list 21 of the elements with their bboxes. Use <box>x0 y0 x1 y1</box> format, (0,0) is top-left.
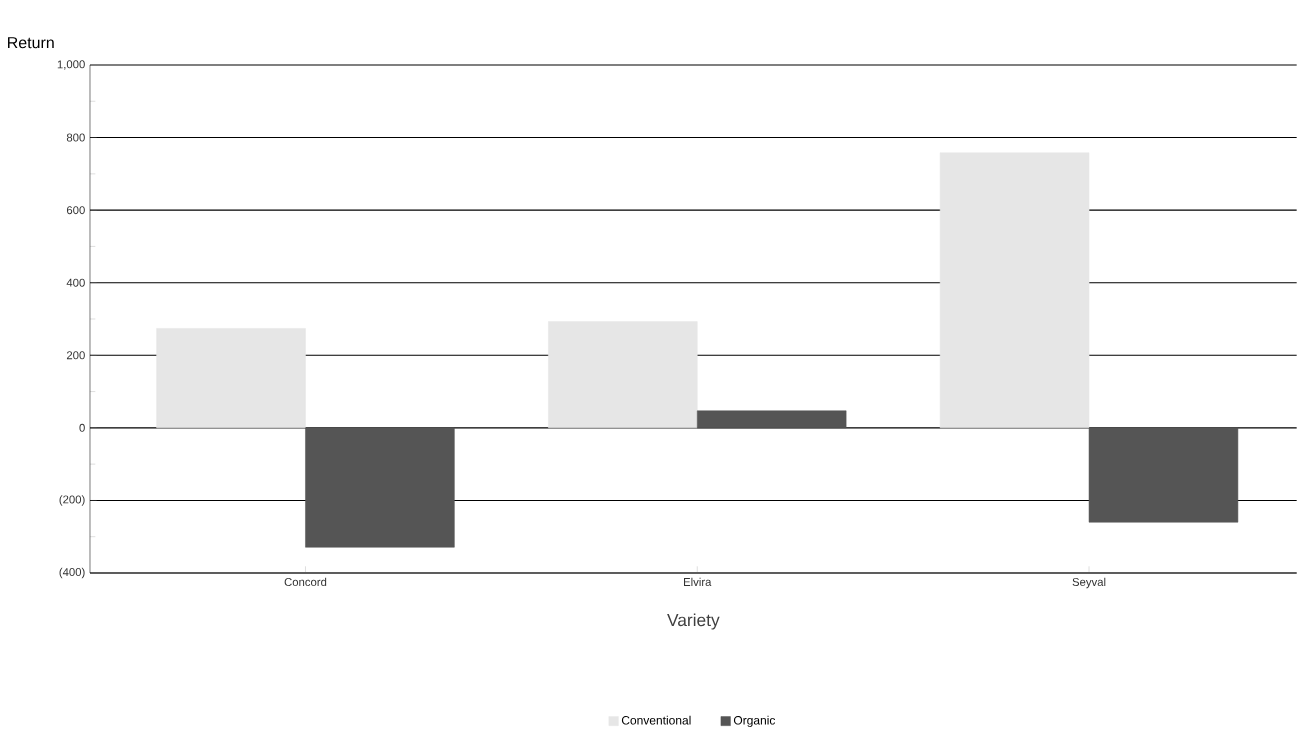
x-axis-title: Variety <box>667 613 720 630</box>
bar <box>939 152 1090 429</box>
bar <box>1088 427 1239 523</box>
bar <box>156 328 306 429</box>
legend-label: Conventional <box>621 715 691 725</box>
y-tick-label: (400) <box>59 567 85 579</box>
legend-label: Organic <box>733 715 776 728</box>
y-tick-label: 400 <box>66 278 85 287</box>
bar <box>305 427 455 548</box>
x-tick-label: Elvira <box>684 577 712 587</box>
y-tick-label: 1,000 <box>57 60 85 70</box>
y-tick-label: 800 <box>66 133 85 142</box>
y-tick-label: 0 <box>79 423 85 432</box>
x-tick-label: Seyval <box>1072 577 1106 589</box>
y-axis-title: Return <box>8 37 54 49</box>
bar <box>696 410 847 429</box>
x-tick-label: Concord <box>284 577 327 587</box>
bar <box>548 321 698 429</box>
y-tick-label: (200) <box>59 495 85 506</box>
y-tick-label: 600 <box>66 206 85 215</box>
y-tick-label: 200 <box>66 351 85 360</box>
